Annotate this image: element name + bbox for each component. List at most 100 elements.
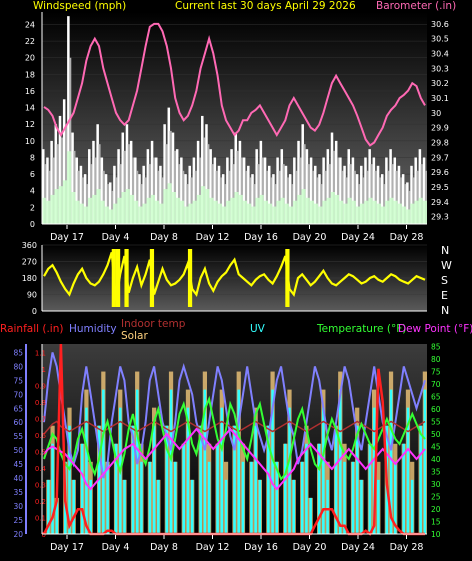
uv-bar xyxy=(72,479,75,534)
uv-bar xyxy=(377,479,380,534)
windspeed-bar xyxy=(234,132,238,224)
wind-average-bar xyxy=(376,203,381,224)
wind-average-bar xyxy=(293,200,298,224)
gust-bar xyxy=(52,157,55,224)
gust-bar xyxy=(391,164,394,224)
temperature-tick-label: 50 xyxy=(431,430,441,439)
right-tick-label: 30.4 xyxy=(431,50,449,59)
right-tick-label: 30.3 xyxy=(431,64,449,73)
uv-bar xyxy=(423,389,427,534)
windspeed-bar xyxy=(184,174,187,224)
weather-lines xyxy=(42,343,426,536)
windspeed-bar xyxy=(418,149,422,224)
direction-tick-label: 360 xyxy=(22,241,37,250)
humidity-tick-label: 30 xyxy=(13,502,23,511)
gust-bar xyxy=(111,190,114,224)
wind-average-bar xyxy=(288,206,294,224)
uv-bar xyxy=(241,461,245,534)
left-tick-label: 6 xyxy=(30,170,35,179)
windspeed-bar xyxy=(171,132,175,224)
right-tick-label: 29.9 xyxy=(431,124,449,133)
gust-bar xyxy=(228,170,231,224)
gust-bar xyxy=(65,124,68,224)
wind-average-bar xyxy=(184,206,189,224)
windspeed-bar xyxy=(226,157,229,224)
wind-average-bar xyxy=(67,151,72,224)
wind-average-bar xyxy=(347,197,352,224)
right-tick-label: 30.5 xyxy=(431,35,449,44)
temperature-tick-label: 25 xyxy=(431,493,441,502)
gust-bar xyxy=(127,144,130,224)
wind-average-bar xyxy=(314,203,319,224)
windspeed-bar xyxy=(406,182,409,224)
uv-bar xyxy=(114,443,118,534)
wind-average-bar xyxy=(364,200,369,224)
windspeed-bar xyxy=(79,165,83,224)
right-tick-label: 29.8 xyxy=(431,138,449,147)
gust-bar xyxy=(219,177,222,224)
gust-bar xyxy=(44,164,47,224)
windspeed-bar xyxy=(242,157,246,224)
humidity-tick-label: 85 xyxy=(13,348,23,357)
windspeed-bar xyxy=(288,174,292,224)
solar-legend: Solar xyxy=(121,330,148,342)
windspeed-bar xyxy=(272,174,275,224)
x-tick-label: Day 4 xyxy=(102,232,130,243)
wind-direction-line xyxy=(43,251,426,301)
temperature-tick-label: 85 xyxy=(431,343,441,352)
windspeed-bar xyxy=(380,174,384,224)
wind-average-bar xyxy=(351,200,356,224)
wind-average-bar xyxy=(280,197,285,224)
gust-bar xyxy=(332,150,335,224)
gust-bar xyxy=(115,177,118,224)
gust-bar xyxy=(387,170,390,224)
windspeed-bar xyxy=(104,174,108,224)
direction-tick-label: 270 xyxy=(22,258,37,267)
gust-bar xyxy=(148,164,151,224)
gust-bar xyxy=(257,164,260,224)
uv-bar xyxy=(89,479,92,534)
humidity-tick-label: 25 xyxy=(13,516,23,525)
gust-bar xyxy=(119,164,122,224)
uv-bar xyxy=(233,425,236,534)
gust-bar xyxy=(395,170,398,224)
wind-average-bar xyxy=(167,183,172,224)
indoor-temp-legend: Indoor temp xyxy=(121,318,186,330)
wind-average-bar xyxy=(263,200,268,224)
windspeed-bar xyxy=(330,132,334,224)
gust-bar xyxy=(353,170,356,224)
wind-average-bar xyxy=(129,194,135,224)
direction-line xyxy=(43,249,426,307)
windspeed-bar xyxy=(297,140,300,224)
windspeed-bar xyxy=(96,124,99,224)
x-tick-label: Day 16 xyxy=(244,542,278,553)
dew-point-line xyxy=(43,427,426,491)
x-tick-label: Day 12 xyxy=(196,542,230,553)
wind-average-bar xyxy=(355,206,361,224)
windspeed-bar xyxy=(301,124,304,224)
windspeed-bar xyxy=(351,157,355,224)
compass-label: E xyxy=(441,289,448,302)
uv-bar xyxy=(140,461,143,534)
wind-axes: 02468101214161820222429.329.429.529.629.… xyxy=(25,12,449,243)
wind-average-bar xyxy=(360,203,365,224)
uv-bar xyxy=(258,479,262,534)
temperature-tick-label: 80 xyxy=(431,355,441,364)
windspeed-bar xyxy=(334,140,338,224)
windspeed-bar xyxy=(347,149,350,224)
gust-bar xyxy=(341,170,344,224)
wind-average-bar xyxy=(418,197,423,224)
uv-bar xyxy=(389,389,393,534)
uv-bar xyxy=(284,443,287,534)
wind-average-bar xyxy=(159,203,164,224)
gust-bar xyxy=(90,164,93,224)
windspeed-bar xyxy=(108,182,112,224)
gust-bar xyxy=(370,164,373,224)
uv-bar xyxy=(360,479,363,534)
windspeed-bar xyxy=(113,165,116,224)
uv-bar xyxy=(271,389,274,534)
wind-average-bar xyxy=(92,194,97,224)
wind-average-bar xyxy=(96,189,101,224)
gust-bar xyxy=(324,170,327,224)
